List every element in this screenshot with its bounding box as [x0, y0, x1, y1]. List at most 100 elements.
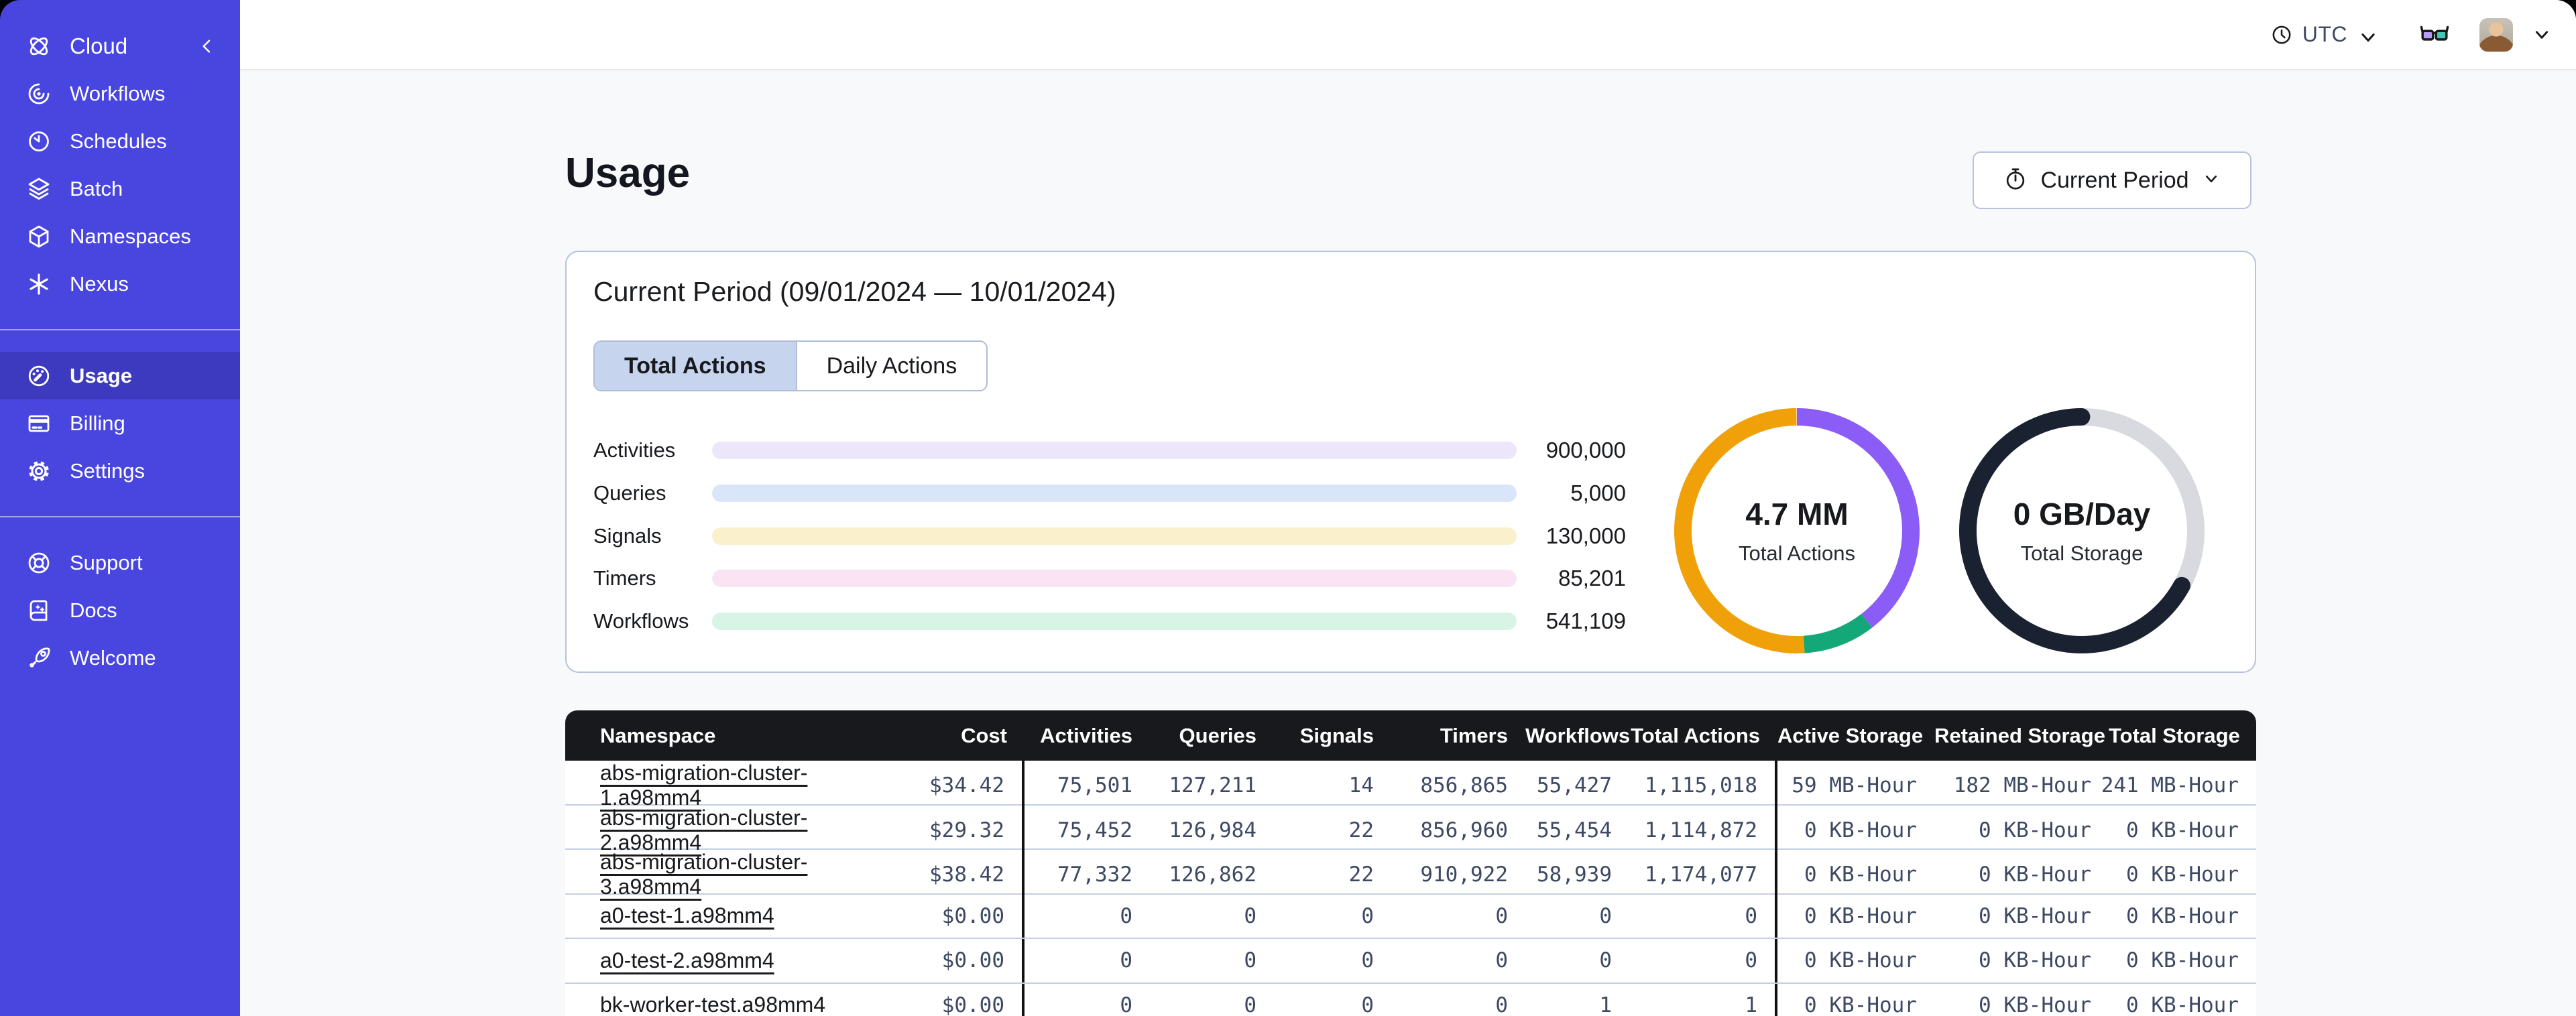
main-area: UTC Usage Current Period Current Period — [240, 0, 2576, 1016]
namespace-link[interactable]: bk-worker-test.a98mm4 — [600, 993, 826, 1016]
sidebar-item-docs[interactable]: Docs — [0, 586, 240, 634]
sidebar-item-nexus[interactable]: Nexus — [0, 260, 240, 308]
sidebar-item-usage[interactable]: Usage — [0, 352, 240, 399]
namespace-link[interactable]: a0-test-1.a98mm4 — [600, 903, 774, 928]
bar-row-timers: Timers 85,201 — [593, 566, 1626, 590]
sidebar-item-label: Cloud — [70, 33, 128, 58]
cell-active-storage: 59 MB-Hour — [1792, 773, 1917, 798]
table-row: a0-test-2.a98mm4 $0.00 0 0 0 0 0 0 0 KB-Hour 0 KB… — [565, 938, 2256, 982]
cell-signals: 0 — [1361, 948, 1374, 973]
bar-label: Timers — [593, 566, 656, 590]
column-header-timers: Timers — [1440, 723, 1508, 747]
user-menu-chevron-down-icon[interactable] — [2530, 23, 2553, 46]
cell-activities: 77,332 — [1057, 863, 1132, 887]
cell-queries: 0 — [1244, 948, 1256, 973]
bar-value: 900,000 — [1545, 438, 1626, 462]
bar-track — [712, 527, 1517, 545]
sidebar-item-label: Nexus — [70, 271, 129, 296]
bar-track — [712, 570, 1517, 588]
cell-activities: 75,501 — [1057, 773, 1132, 798]
cell-queries: 126,862 — [1169, 863, 1256, 887]
cell-timers: 910,922 — [1420, 863, 1508, 887]
donut-caption: Total Actions — [1738, 542, 1856, 565]
cell-timers: 0 — [1495, 948, 1508, 973]
sidebar-item-label: Billing — [70, 411, 125, 435]
chevron-down-icon — [2356, 25, 2375, 44]
cell-signals: 0 — [1361, 903, 1374, 928]
bar-row-signals: Signals 130,000 — [593, 523, 1626, 548]
sidebar-item-label: Settings — [70, 458, 145, 483]
cell-retained-storage: 182 MB-Hour — [1953, 773, 2091, 798]
chevron-left-icon[interactable] — [197, 36, 217, 56]
namespace-cell: a0-test-1.a98mm4 — [565, 895, 874, 938]
sidebar-item-label: Welcome — [70, 645, 156, 670]
timezone-dropdown[interactable]: UTC — [2270, 22, 2375, 47]
cell-activities: 75,452 — [1057, 818, 1132, 842]
column-header-signals: Signals — [1299, 723, 1374, 747]
sidebar-item-label: Workflows — [70, 81, 166, 105]
bar-value: 85,201 — [1558, 566, 1626, 591]
period-select-button[interactable]: Current Period — [1973, 151, 2251, 209]
namespace-cell: abs-migration-cluster-1.a98mm4 — [565, 761, 874, 810]
bar-track — [712, 484, 1517, 502]
donut-center: 0 GB/Day Total Storage — [1951, 400, 2213, 661]
namespace-link[interactable]: abs-migration-cluster-3.a98mm4 — [600, 850, 808, 899]
cell-retained-storage: 0 KB-Hour — [1979, 818, 2091, 842]
donut-total-storage: 0 GB/Day Total Storage — [1951, 400, 2213, 661]
namespace-link[interactable]: abs-migration-cluster-1.a98mm4 — [600, 761, 808, 810]
sidebar-item-label: Docs — [70, 598, 117, 622]
sidebar-item-workflows[interactable]: Workflows — [0, 70, 240, 117]
cell-cost: $0.00 — [874, 983, 1024, 1016]
namespace-link[interactable]: a0-test-2.a98mm4 — [600, 948, 774, 972]
sidebar-item-settings[interactable]: Settings — [0, 447, 240, 495]
temporal-logo-icon — [25, 33, 52, 60]
column-header-namespace: Namespace — [600, 723, 716, 747]
table-row: a0-test-1.a98mm4 $0.00 0 0 0 0 0 0 0 KB-Hour 0 KB… — [565, 893, 2256, 938]
cell-total-storage: 0 KB-Hour — [2126, 863, 2239, 887]
sidebar-item-billing[interactable]: Billing — [0, 399, 240, 447]
namespace-cell: abs-migration-cluster-3.a98mm4 — [565, 850, 874, 899]
namespace-link[interactable]: abs-migration-cluster-2.a98mm4 — [600, 805, 808, 854]
bar-value: 541,109 — [1545, 609, 1626, 633]
cell-active-storage: 0 KB-Hour — [1804, 903, 1917, 928]
namespace-cell: abs-migration-cluster-2.a98mm4 — [565, 806, 874, 855]
sidebar-item-label: Schedules — [70, 129, 167, 153]
cell-cost: $29.32 — [874, 805, 1024, 855]
sidebar-item-batch[interactable]: Batch — [0, 165, 240, 212]
workflows-icon — [25, 80, 52, 107]
cell-queries: 0 — [1244, 993, 1256, 1016]
cell-active-storage: 0 KB-Hour — [1804, 993, 1917, 1016]
sidebar: Cloud Workflows Schedules Batch Namespaces Ne… — [0, 0, 240, 1016]
tab-total-actions[interactable]: Total Actions — [595, 342, 796, 390]
cell-total-actions: 1,174,077 — [1629, 850, 1777, 899]
cell-signals: 22 — [1348, 818, 1374, 842]
column-header-cost: Cost — [961, 723, 1007, 747]
cell-cost: $38.42 — [874, 850, 1024, 899]
column-header-retained-storage: Retained Storage — [1934, 723, 2105, 747]
sidebar-item-label: Usage — [70, 363, 133, 387]
cell-timers: 0 — [1495, 903, 1508, 928]
sidebar-item-welcome[interactable]: Welcome — [0, 634, 240, 682]
bar-row-activities: Activities 900,000 — [593, 438, 1626, 462]
sidebar-brand[interactable]: Cloud — [0, 22, 240, 70]
sidebar-item-schedules[interactable]: Schedules — [0, 117, 240, 165]
cell-total-actions: 1 — [1629, 983, 1777, 1016]
table-row: abs-migration-cluster-2.a98mm4 $29.32 75,4… — [565, 804, 2256, 855]
usage-icon — [25, 363, 52, 389]
sidebar-item-label: Batch — [70, 176, 123, 200]
usage-summary-card: Current Period (09/01/2024 — 10/01/2024)… — [565, 251, 2256, 673]
tab-daily-actions[interactable]: Daily Actions — [795, 342, 987, 390]
sidebar-item-support[interactable]: Support — [0, 539, 240, 586]
period-button-label: Current Period — [2040, 167, 2189, 193]
user-avatar[interactable] — [2479, 17, 2513, 52]
bar-row-queries: Queries 5,000 — [593, 481, 1626, 505]
cell-workflows: 55,454 — [1537, 818, 1612, 842]
cell-workflows: 0 — [1599, 948, 1612, 973]
column-header-total-actions: Total Actions — [1631, 723, 1760, 747]
sidebar-item-namespaces[interactable]: Namespaces — [0, 212, 240, 260]
page-title: Usage — [565, 150, 691, 196]
namespace-cell: bk-worker-test.a98mm4 — [565, 984, 874, 1016]
dev-glasses-icon[interactable] — [2419, 19, 2450, 50]
